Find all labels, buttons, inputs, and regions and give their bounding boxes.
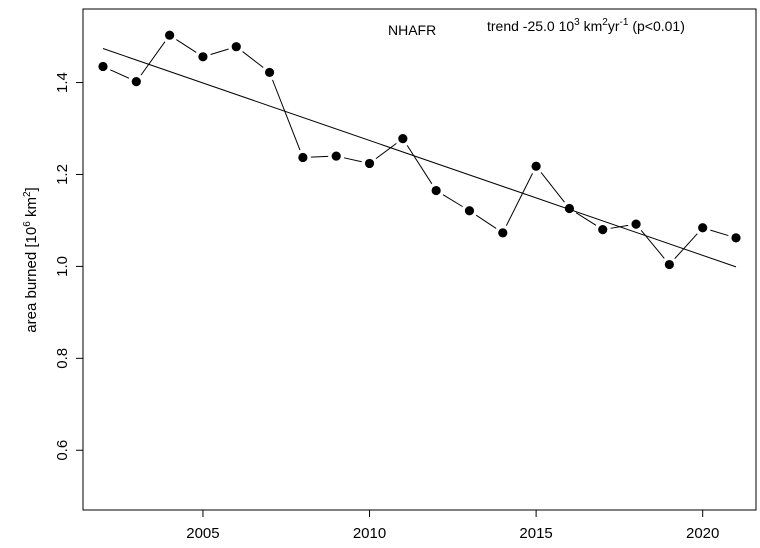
data-point <box>564 203 575 214</box>
connector-segment <box>540 172 565 203</box>
trend-label-part1: trend -25.0 10 <box>487 18 574 34</box>
x-tick-label: 2020 <box>686 525 719 542</box>
y-tick-label: 1.0 <box>54 256 71 277</box>
trend-layer <box>102 48 737 268</box>
data-point <box>531 161 541 171</box>
connector-segment <box>110 69 130 79</box>
connector-segment <box>375 142 397 160</box>
data-point <box>364 158 375 169</box>
connector-segment <box>406 145 433 185</box>
data-point <box>231 42 241 52</box>
connector-segment <box>475 214 497 229</box>
x-tick-label: 2005 <box>186 525 219 542</box>
y-axis: 0.6 0.8 1.0 1.2 1.4 <box>54 72 84 461</box>
connector-segment <box>575 212 597 226</box>
data-point <box>598 225 608 235</box>
y-tick-label: 0.6 <box>54 440 71 461</box>
connector-segment <box>343 157 362 163</box>
trend-label-sup1: 3 <box>574 17 580 28</box>
trend-label-part4: (p<0.01) <box>628 18 684 34</box>
data-point <box>631 219 641 229</box>
x-tick-label: 2010 <box>353 525 386 542</box>
x-tick-label: 2015 <box>519 525 552 542</box>
data-point <box>98 61 108 72</box>
connector-segment <box>674 233 698 259</box>
y-axis-label-part1: area burned [10 <box>23 227 40 333</box>
data-point <box>398 134 408 144</box>
trend-label-part3: yr <box>608 18 620 34</box>
plot-frame <box>82 8 757 511</box>
trend-label-sup2: 2 <box>602 17 608 28</box>
y-tick-label: 1.4 <box>54 72 71 93</box>
connector-segment <box>505 173 533 226</box>
y-axis-label-part3: ] <box>23 187 40 191</box>
trend-label-part2: km <box>580 18 603 34</box>
y-axis-label-sup1: 6 <box>22 221 33 227</box>
connector-segment <box>140 41 166 76</box>
y-tick-label: 1.2 <box>54 164 71 185</box>
connector-segment <box>242 51 264 68</box>
y-tick-label: 0.8 <box>54 348 71 369</box>
connector-segment <box>310 155 329 158</box>
trend-label-sup3: -1 <box>620 17 629 28</box>
data-point <box>731 233 741 243</box>
data-point <box>198 52 208 62</box>
connector-segment <box>710 229 729 237</box>
data-point <box>464 206 475 216</box>
x-axis: 2005 2010 2015 2020 <box>186 509 719 542</box>
data-point <box>298 152 308 163</box>
y-axis-label-part2: km <box>23 197 40 221</box>
data-point <box>498 228 508 238</box>
points-layer <box>98 30 741 270</box>
data-point <box>264 67 275 78</box>
region-label: NHAFR <box>388 22 436 38</box>
data-point <box>165 30 175 40</box>
data-point <box>431 185 441 196</box>
trend-line <box>102 48 737 268</box>
connector-segment <box>272 79 301 151</box>
trend-label: trend -25.0 103 km2yr-1 (p<0.01) <box>487 17 685 34</box>
data-point <box>131 77 141 87</box>
data-point <box>331 151 341 161</box>
connector-segment <box>640 229 665 259</box>
connector-segment <box>610 224 629 229</box>
connector-layer <box>110 39 729 259</box>
connector-segment <box>442 194 463 208</box>
data-point <box>698 223 708 233</box>
connector-segment <box>176 39 197 53</box>
connector-segment <box>210 48 229 55</box>
y-axis-label: area burned [106 km2] <box>22 187 40 332</box>
data-point <box>664 259 674 270</box>
y-axis-label-sup2: 2 <box>22 191 33 197</box>
